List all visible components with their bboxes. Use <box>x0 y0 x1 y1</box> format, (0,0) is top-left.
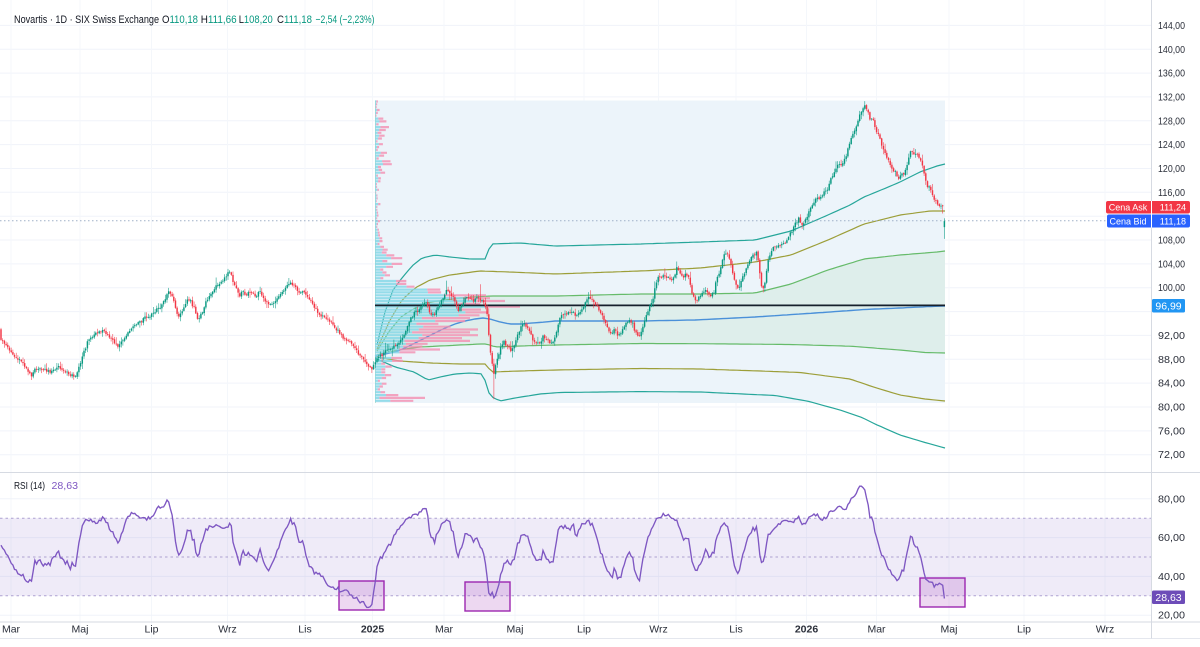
svg-text:Wrz: Wrz <box>1096 624 1114 636</box>
svg-text:Wrz: Wrz <box>649 624 667 636</box>
svg-text:Mar: Mar <box>867 624 886 636</box>
svg-text:2026: 2026 <box>795 624 819 636</box>
svg-text:Novartis · 1D · SIX Swiss Exch: Novartis · 1D · SIX Swiss Exchange <box>14 14 159 26</box>
svg-text:28,63: 28,63 <box>52 480 79 492</box>
svg-text:144,00: 144,00 <box>1158 20 1185 32</box>
svg-text:C111,18: C111,18 <box>277 14 312 26</box>
svg-text:140,00: 140,00 <box>1158 44 1185 56</box>
svg-text:92,00: 92,00 <box>1158 330 1185 342</box>
svg-text:H111,66: H111,66 <box>201 14 237 26</box>
svg-text:111,24: 111,24 <box>1160 203 1186 213</box>
svg-text:120,00: 120,00 <box>1158 163 1185 175</box>
svg-text:136,00: 136,00 <box>1158 68 1185 80</box>
svg-text:RSI (14): RSI (14) <box>14 480 45 492</box>
svg-text:100,00: 100,00 <box>1158 282 1185 294</box>
svg-text:88,00: 88,00 <box>1158 354 1185 366</box>
svg-text:20,00: 20,00 <box>1158 610 1185 622</box>
svg-text:108,00: 108,00 <box>1158 235 1185 247</box>
svg-text:Maj: Maj <box>941 624 958 636</box>
svg-text:111,18: 111,18 <box>1160 217 1186 227</box>
svg-text:O110,18: O110,18 <box>162 14 198 26</box>
svg-text:Wrz: Wrz <box>218 624 236 636</box>
svg-text:60,00: 60,00 <box>1158 532 1185 544</box>
svg-text:Maj: Maj <box>72 624 89 636</box>
svg-text:84,00: 84,00 <box>1158 378 1185 390</box>
svg-text:L108,20: L108,20 <box>239 14 273 26</box>
svg-text:72,00: 72,00 <box>1158 449 1185 461</box>
svg-text:76,00: 76,00 <box>1158 425 1185 437</box>
svg-text:Lip: Lip <box>1017 624 1031 636</box>
svg-text:116,00: 116,00 <box>1158 187 1185 199</box>
svg-text:124,00: 124,00 <box>1158 139 1185 151</box>
svg-text:Cena Bid: Cena Bid <box>1109 217 1146 227</box>
svg-text:Lis: Lis <box>729 624 742 636</box>
svg-text:Cena Ask: Cena Ask <box>1109 203 1148 213</box>
svg-text:80,00: 80,00 <box>1158 493 1185 505</box>
svg-text:104,00: 104,00 <box>1158 258 1185 270</box>
svg-text:Lis: Lis <box>298 624 311 636</box>
svg-text:Lip: Lip <box>577 624 591 636</box>
svg-text:−2,54 (−2,23%): −2,54 (−2,23%) <box>316 14 375 26</box>
svg-text:2025: 2025 <box>361 624 385 636</box>
svg-text:Maj: Maj <box>507 624 524 636</box>
svg-text:Mar: Mar <box>435 624 454 636</box>
svg-text:28,63: 28,63 <box>1155 592 1181 604</box>
svg-text:96,99: 96,99 <box>1155 301 1181 313</box>
svg-text:132,00: 132,00 <box>1158 91 1185 103</box>
svg-text:Lip: Lip <box>144 624 158 636</box>
svg-text:80,00: 80,00 <box>1158 402 1185 414</box>
svg-text:Mar: Mar <box>2 624 21 636</box>
svg-text:40,00: 40,00 <box>1158 571 1185 583</box>
svg-text:128,00: 128,00 <box>1158 115 1185 127</box>
